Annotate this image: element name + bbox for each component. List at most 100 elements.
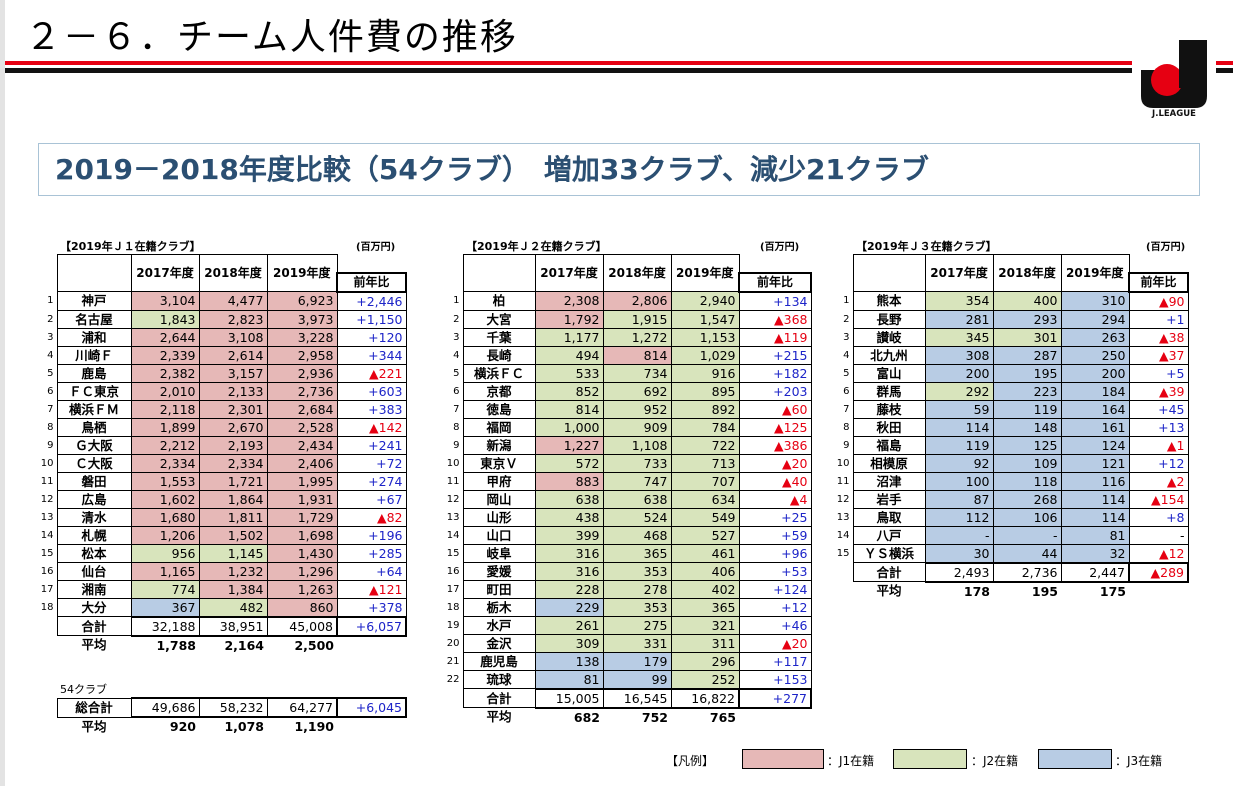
header-blank-rank [36, 255, 57, 273]
yoy-change: ▲12 [1128, 543, 1189, 563]
average-label: 平均 [876, 583, 902, 599]
table-header-row-2: 前年比 [832, 271, 1189, 293]
cost-2019: 2,940 [670, 291, 740, 311]
yoy-change: +53 [738, 561, 812, 581]
club-name: 新潟 [462, 435, 536, 455]
cost-2019: 1,698 [266, 525, 338, 545]
club-name: 岩手 [852, 489, 926, 509]
rank-number: 1 [453, 295, 460, 307]
grand-average-2018: 1,078 [224, 719, 264, 734]
cost-2018: 106 [992, 507, 1062, 527]
yoy-change: +241 [336, 435, 407, 455]
grand-average-diff-blank [337, 717, 406, 735]
total-2017: 32,188 [130, 615, 200, 637]
rank-number: 10 [446, 457, 460, 469]
rank-number: 15 [446, 547, 460, 559]
cost-2017: 316 [534, 561, 604, 581]
club-name: 柏 [462, 291, 536, 311]
yoy-change: +134 [738, 291, 812, 311]
cost-2019: 402 [670, 579, 740, 599]
cost-2019: 713 [670, 453, 740, 473]
yoy-change: - [1128, 525, 1189, 545]
club-name: 清水 [56, 507, 132, 527]
table-header-row-2: 前年比 [36, 271, 407, 293]
rank-number: 9 [843, 439, 850, 451]
club-row: 12 岩手 87 268 114 ▲154 [832, 489, 1189, 509]
header-y2019: 2019年度 [266, 254, 338, 292]
rank-number: 21 [446, 655, 460, 667]
cost-2019: 784 [670, 417, 740, 437]
total-2018: 38,951 [198, 615, 268, 637]
cost-2018: 2,806 [602, 291, 672, 311]
average-2019: 765 [709, 709, 736, 725]
club-row: 10 東京Ｖ 572 733 713 ▲20 [442, 453, 812, 473]
cost-2017: 87 [924, 489, 994, 509]
club-row: 5 富山 200 195 200 +5 [832, 363, 1189, 383]
yoy-change: ▲60 [738, 399, 812, 419]
cost-2017: 92 [924, 453, 994, 473]
cost-2018: 301 [992, 327, 1062, 347]
club-row: 3 浦和 2,644 3,108 3,228 +120 [36, 327, 407, 347]
cost-2019: 1,729 [266, 507, 338, 527]
rank-number: 13 [40, 511, 54, 523]
logo-text: J.LEAGUE [1151, 109, 1196, 118]
yoy-change: ▲386 [738, 435, 812, 455]
rank-number: 7 [47, 403, 54, 415]
rank-number: 18 [446, 601, 460, 613]
header-rule-black-left [5, 68, 1132, 73]
club-name: 広島 [56, 489, 132, 509]
total-2017: 15,005 [534, 687, 604, 709]
yoy-change: +96 [738, 543, 812, 563]
club-name: 相模原 [852, 453, 926, 473]
cost-2017: 292 [924, 381, 994, 401]
header-y2018: 2018年度 [198, 254, 268, 292]
j1-unit: (百万円) [356, 242, 396, 253]
club-row: 9 新潟 1,227 1,108 722 ▲386 [442, 435, 812, 455]
club-row: 17 町田 228 278 402 +124 [442, 579, 812, 599]
cost-2018: 2,670 [198, 417, 268, 437]
cost-2019: 121 [1060, 453, 1130, 473]
club-name: 甲府 [462, 471, 536, 491]
rank-number: 11 [836, 475, 850, 487]
cost-2017: 281 [924, 309, 994, 329]
cost-2018: 1,864 [198, 489, 268, 509]
club-row: 1 神戸 3,104 4,477 6,923 +2,446 [36, 291, 407, 311]
j2-unit: (百万円) [760, 242, 800, 253]
rank-number: 11 [446, 475, 460, 487]
yoy-change: ▲40 [738, 471, 812, 491]
cost-2019: 311 [670, 633, 740, 653]
average-diff-blank [739, 708, 811, 726]
yoy-change: ▲82 [336, 507, 407, 527]
rank-number: 9 [453, 439, 460, 451]
yoy-change: +153 [738, 669, 812, 689]
rank-number: 10 [836, 457, 850, 469]
club-name: 栃木 [462, 597, 536, 617]
cost-2019: 114 [1060, 489, 1130, 509]
rank-number: 1 [47, 295, 54, 307]
grand-total-label: 総合計 [56, 697, 132, 718]
cost-2018: 365 [602, 543, 672, 563]
rank-number: 14 [446, 529, 460, 541]
cost-2019: 252 [670, 669, 740, 689]
average-row: 平均 1,788 2,164 2,500 [36, 636, 406, 654]
rank-number: 1 [843, 295, 850, 307]
cost-2018: 109 [992, 453, 1062, 473]
header-y2018: 2018年度 [602, 254, 672, 292]
table-header-row: 2017年度 2018年度 2019年度 [36, 254, 406, 292]
yoy-change: ▲90 [1128, 291, 1189, 311]
cost-2019: 722 [670, 435, 740, 455]
yoy-change: ▲20 [738, 453, 812, 473]
cost-2019: 365 [670, 597, 740, 617]
club-name: 磐田 [56, 471, 132, 491]
rank-number: 8 [843, 421, 850, 433]
club-row: 4 北九州 308 287 250 ▲37 [832, 345, 1189, 365]
cost-2018: 195 [992, 363, 1062, 383]
club-name: 大分 [56, 597, 132, 617]
grand-average-label: 平均 [81, 718, 107, 734]
club-name: 神戸 [56, 291, 132, 311]
club-row: 8 秋田 114 148 161 +13 [832, 417, 1189, 437]
club-row: 5 横浜ＦＣ 533 734 916 +182 [442, 363, 812, 383]
cost-2017: 2,339 [130, 345, 200, 365]
rank-number: 17 [446, 583, 460, 595]
cost-2017: - [924, 525, 994, 545]
